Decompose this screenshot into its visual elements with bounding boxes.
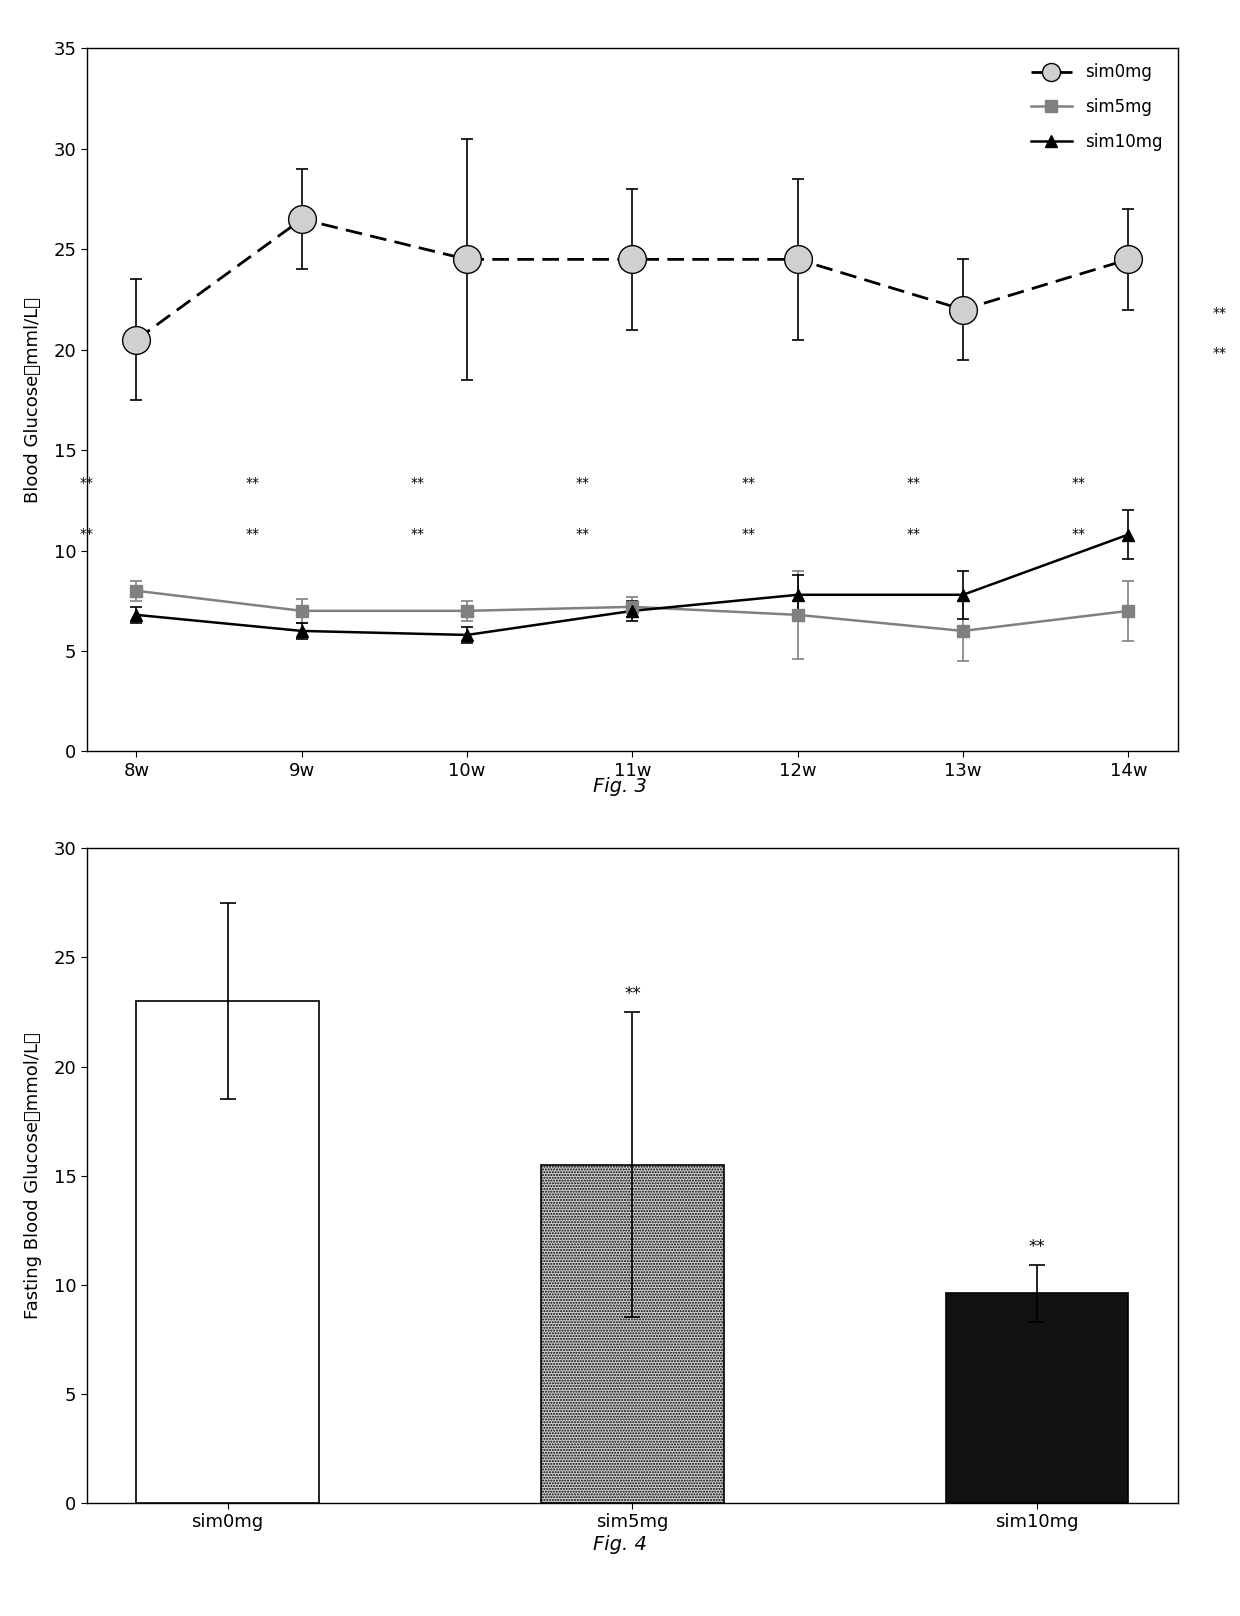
Legend: sim0mg, sim5mg, sim10mg: sim0mg, sim5mg, sim10mg [1024, 57, 1169, 157]
Text: **: ** [79, 477, 94, 490]
Bar [542, 1165, 723, 1503]
Text: **: ** [1213, 346, 1226, 360]
Text: Fig. 4: Fig. 4 [593, 1535, 647, 1555]
Text: **: ** [1071, 477, 1086, 490]
Text: **: ** [742, 477, 755, 490]
Text: **: ** [410, 527, 424, 540]
Text: **: ** [906, 527, 920, 540]
Text: **: ** [742, 527, 755, 540]
Y-axis label: Fasting Blood Glucose（mmol/L）: Fasting Blood Glucose（mmol/L） [25, 1033, 42, 1319]
Y-axis label: Blood Glucose（mml/L）: Blood Glucose（mml/L） [25, 297, 42, 503]
Text: **: ** [79, 527, 94, 540]
Bar [136, 1002, 319, 1503]
Text: **: ** [575, 477, 590, 490]
Text: **: ** [1071, 527, 1086, 540]
Text: **: ** [246, 477, 259, 490]
Text: **: ** [246, 527, 259, 540]
Bar [946, 1293, 1128, 1503]
Text: Fig. 3: Fig. 3 [593, 777, 647, 797]
Text: **: ** [624, 986, 641, 1004]
Text: **: ** [410, 477, 424, 490]
Text: **: ** [906, 477, 920, 490]
Text: **: ** [575, 527, 590, 540]
Text: **: ** [1029, 1238, 1045, 1256]
Text: **: ** [1213, 305, 1226, 320]
